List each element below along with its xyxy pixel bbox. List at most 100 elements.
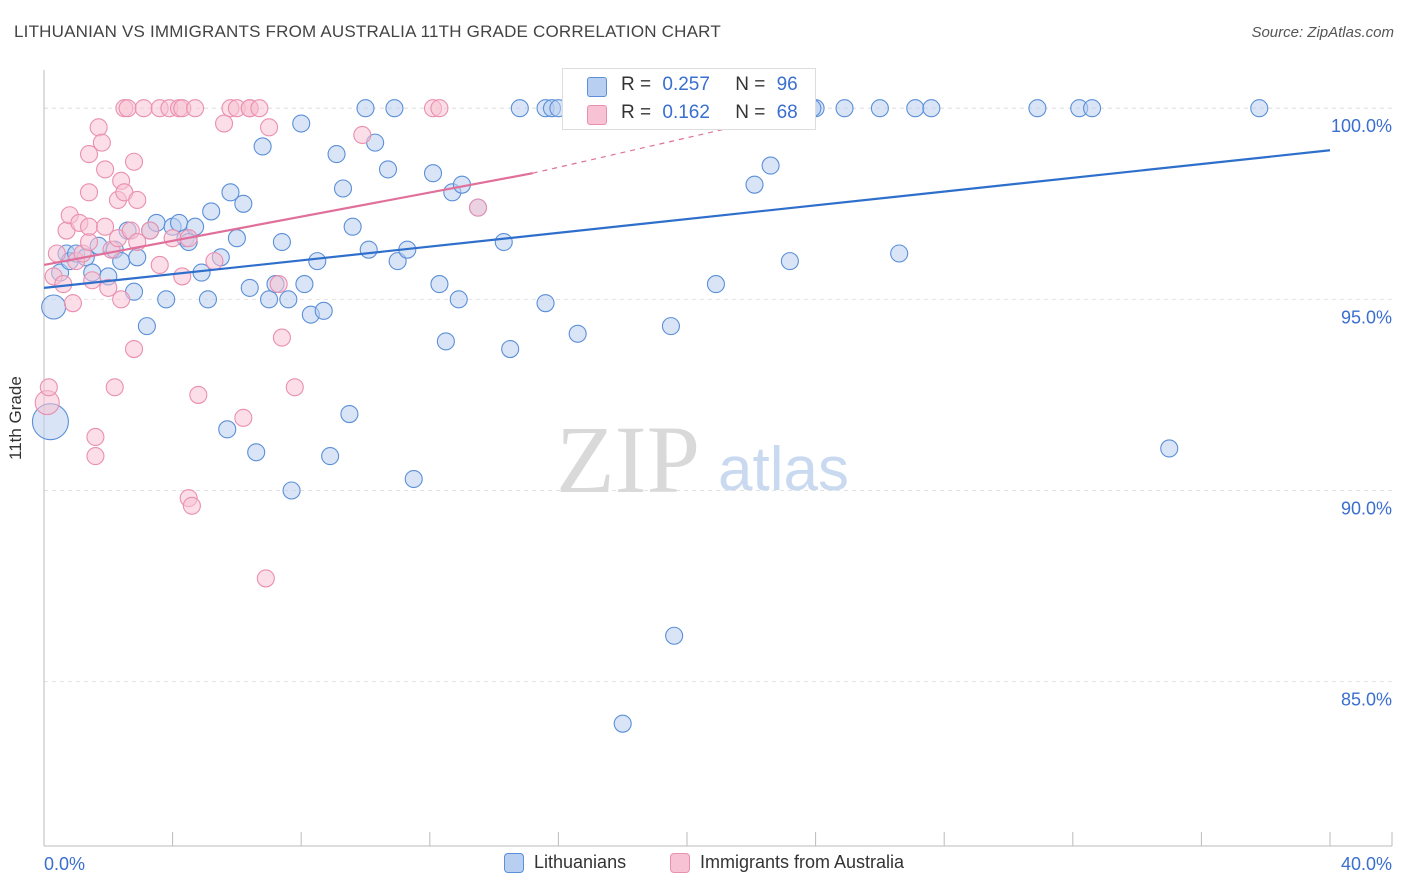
stats-swatch-blue [587,77,607,97]
n-value-australia: 68 [776,102,798,123]
r-label: R = [621,102,652,123]
point-lithuanian [327,145,346,164]
point-australia [285,378,304,397]
point-lithuanian [198,290,218,309]
point-australia [256,569,275,588]
point-lithuanian [279,290,298,309]
point-australia [89,118,108,137]
point-lithuanian [890,244,909,263]
r-value-lithuanians: 0.257 [662,74,710,95]
stats-text-lithuanians: R = 0.257 N = 96 [621,74,798,96]
point-lithuanian [272,232,291,252]
trend-line-australia [43,172,533,267]
point-lithuanian [745,175,764,194]
n-label: N = [735,74,766,95]
point-lithuanian [221,183,240,202]
point-australia [272,328,291,347]
point-australia [99,278,118,297]
point-lithuanian [314,301,333,320]
point-lithuanian [706,275,725,294]
point-lithuanian [510,99,529,118]
n-value-lithuanians: 96 [776,74,798,95]
point-australia [47,244,66,263]
legend-item-lithuanians[interactable]: Lithuanians [504,852,626,873]
point-lithuanian [430,275,449,294]
point-australia [96,160,115,179]
point-lithuanian [321,447,340,466]
point-lithuanian [240,278,259,297]
point-australia [353,125,372,145]
point-lithuanian [227,229,246,248]
point-lithuanian [568,324,587,343]
y-tick-label: 95.0% [1341,307,1392,327]
point-australia [186,99,205,118]
point-australia [79,217,99,236]
point-lithuanian [295,275,314,294]
point-lithuanian [333,179,353,198]
point-lithuanian [665,626,684,645]
point-lithuanian [436,332,455,351]
point-lithuanian [449,290,468,309]
legend-label-australia: Immigrants from Australia [700,852,905,872]
point-lithuanian [906,99,925,118]
point-australia [105,378,124,397]
point-australia [118,99,137,118]
point-lithuanian [157,290,176,309]
point-australia [250,99,269,118]
point-lithuanian [835,99,854,118]
point-australia [269,275,288,294]
y-tick-labels: 85.0% 90.0% 95.0% 100.0% [1331,116,1392,709]
x-tick-label-max: 40.0% [1341,854,1392,874]
legend-swatch-blue [504,852,524,873]
data-points [31,99,1269,733]
point-lithuanian [282,481,301,500]
n-label: N = [735,102,766,123]
legend-item-australia[interactable]: Immigrants from Australia [670,852,904,873]
point-lithuanian [404,469,423,489]
legend-swatch-pink [670,852,690,873]
point-australia [54,275,73,294]
point-lithuanian [494,232,513,252]
point-lithuanian [137,317,156,336]
point-australia [150,255,169,275]
gridlines [44,107,1392,683]
x-tick-labels: 0.0% 40.0% [43,832,1393,874]
point-lithuanian [247,443,266,462]
point-australia [259,118,279,137]
point-australia [92,133,111,152]
point-australia [134,99,153,118]
watermark: ZIP atlas [556,406,849,513]
point-lithuanian [128,248,147,267]
point-lithuanian [385,99,404,118]
point-lithuanian [253,137,272,156]
y-tick-label: 100.0% [1331,116,1392,136]
chart-title: LITHUANIAN VS IMMIGRANTS FROM AUSTRALIA … [14,22,721,41]
point-lithuanian [1250,99,1269,118]
point-lithuanian [259,290,279,309]
point-lithuanian [356,99,375,118]
point-australia [96,217,115,236]
point-australia [39,378,58,397]
r-value-australia: 0.162 [662,102,710,123]
point-lithuanian [613,714,632,733]
axes [43,70,1392,847]
point-australia [430,99,449,118]
point-australia [79,232,99,252]
point-australia [79,145,99,164]
point-australia [468,198,488,217]
point-lithuanian [169,213,189,232]
point-australia [86,447,105,466]
point-australia [141,221,160,240]
point-lithuanian [41,294,67,320]
point-australia [124,152,144,171]
point-australia [124,340,144,359]
point-lithuanian [922,99,941,118]
point-lithuanian [359,240,378,259]
point-australia [63,294,82,313]
point-lithuanian [202,202,221,221]
point-lithuanian [340,404,359,424]
point-australia [128,190,147,210]
point-lithuanian [378,160,398,179]
y-tick-label: 85.0% [1341,690,1392,710]
